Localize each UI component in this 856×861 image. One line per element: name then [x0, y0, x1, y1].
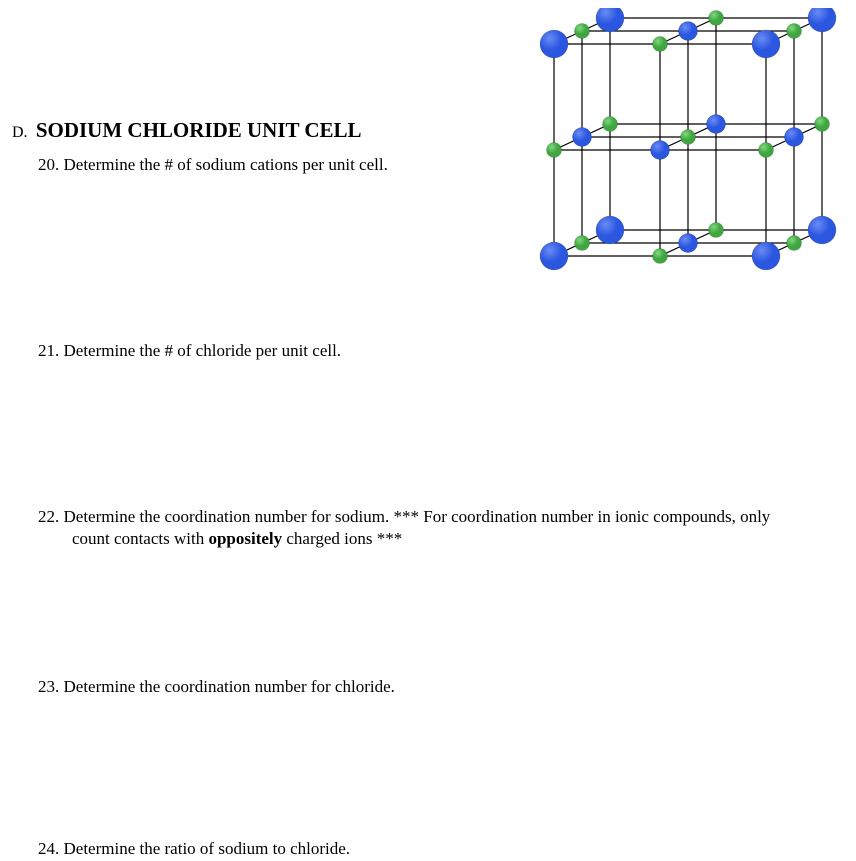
question-24: 24. Determine the ratio of sodium to chl… — [38, 838, 350, 861]
question-22: 22. Determine the coordination number fo… — [38, 506, 828, 529]
question-20: 20. Determine the # of sodium cations pe… — [38, 154, 388, 177]
question-text: Determine the coordination number for so… — [64, 507, 771, 526]
question-text: Determine the # of chloride per unit cel… — [64, 341, 342, 360]
question-number: 21. — [38, 341, 59, 360]
unit-cell-diagram — [532, 8, 844, 274]
question-number: 23. — [38, 677, 59, 696]
question-number: 20. — [38, 155, 59, 174]
question-21: 21. Determine the # of chloride per unit… — [38, 340, 341, 363]
question-text: Determine the # of sodium cations per un… — [64, 155, 388, 174]
section-title: SODIUM CHLORIDE UNIT CELL — [36, 118, 362, 142]
section-letter: D. — [12, 124, 28, 141]
question-23: 23. Determine the coordination number fo… — [38, 676, 395, 699]
question-22-line2: count contacts with oppositely charged i… — [72, 529, 402, 549]
question-text: count contacts with — [72, 529, 208, 548]
question-text: charged ions *** — [282, 529, 402, 548]
question-text-bold: oppositely — [208, 529, 282, 548]
question-text: Determine the coordination number for ch… — [64, 677, 395, 696]
question-number: 22. — [38, 507, 59, 526]
section-header: D. SODIUM CHLORIDE UNIT CELL — [12, 118, 362, 143]
